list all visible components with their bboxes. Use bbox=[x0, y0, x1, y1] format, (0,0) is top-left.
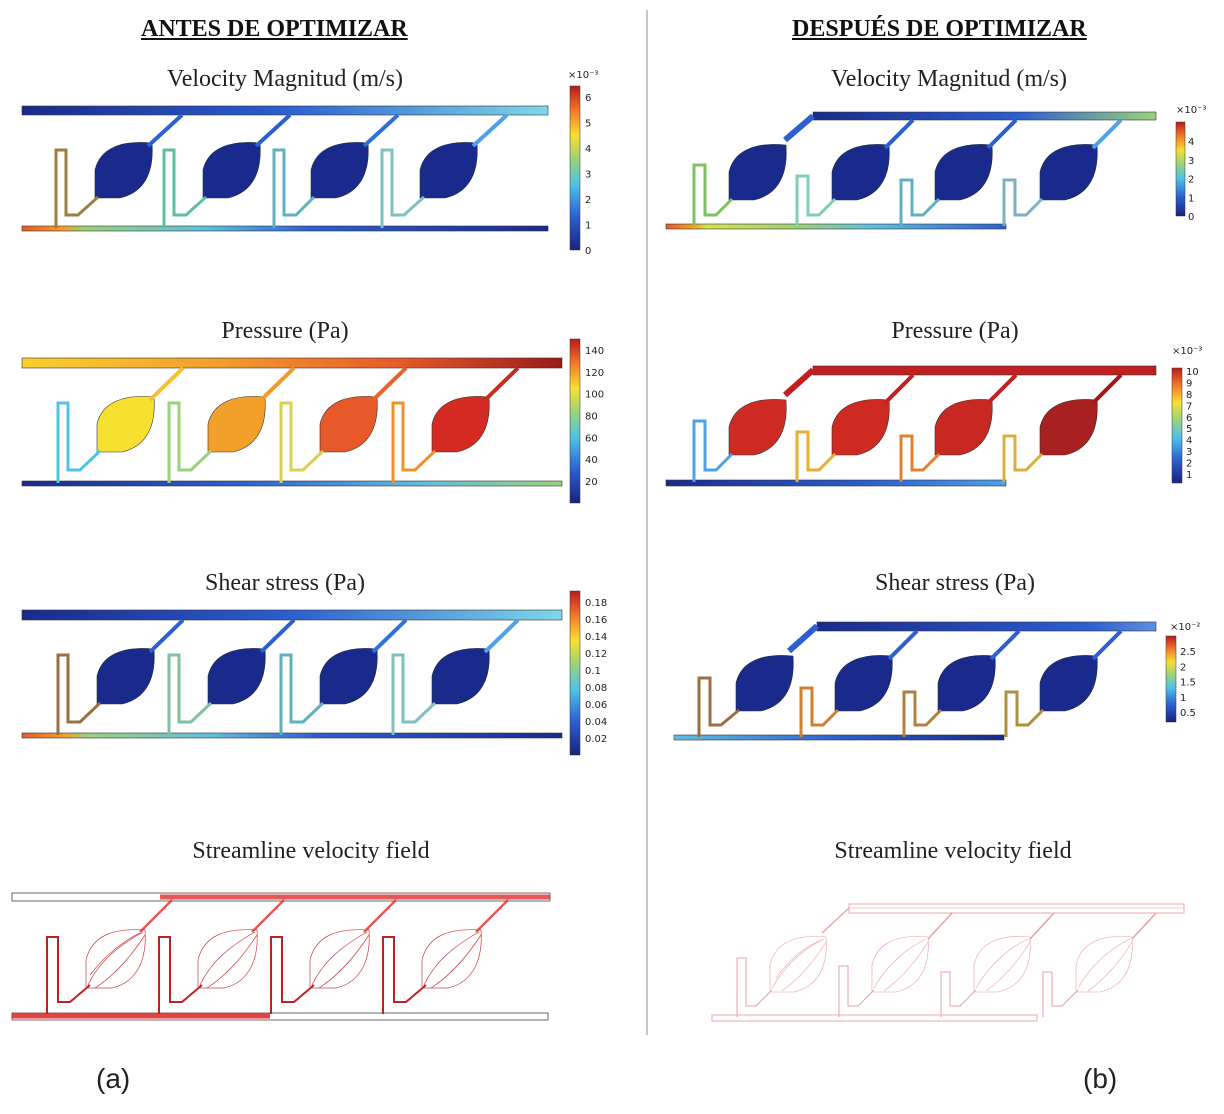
right-shear-tick: 2.5 bbox=[1180, 647, 1196, 658]
right-pressure-tick: 2 bbox=[1186, 459, 1192, 470]
left-velocity-tick: 4 bbox=[585, 144, 591, 155]
right-shear-tick: 0.5 bbox=[1180, 708, 1196, 719]
right-pressure-tick: 7 bbox=[1186, 401, 1192, 412]
right-velocity-map bbox=[665, 111, 1157, 230]
right-shear-tick: 2 bbox=[1180, 662, 1186, 673]
left-pressure-tick: 140 bbox=[585, 346, 604, 357]
header-before: ANTES DE OPTIMIZAR bbox=[141, 16, 408, 42]
right-velocity-tick: 1 bbox=[1188, 193, 1194, 204]
right-shear-map bbox=[673, 621, 1157, 741]
left-pressure-colorbar: 140 120 100 80 60 40 20 bbox=[569, 338, 604, 504]
left-pressure-tick: 40 bbox=[585, 455, 598, 466]
right-pressure-tick: 9 bbox=[1186, 378, 1192, 389]
left-shear-tick: 0.08 bbox=[585, 683, 607, 694]
panel-label-b: (b) bbox=[1083, 1063, 1118, 1094]
right-pressure-tick: 4 bbox=[1186, 436, 1192, 447]
left-shear-title: Shear stress (Pa) bbox=[205, 570, 365, 596]
right-pressure-tick: 10 bbox=[1186, 367, 1199, 378]
left-shear-tick: 0.02 bbox=[585, 734, 607, 745]
right-pressure-tick: 8 bbox=[1186, 390, 1192, 401]
left-velocity-map bbox=[21, 105, 549, 232]
right-pressure-tick: 1 bbox=[1186, 470, 1192, 481]
left-velocity-title: Velocity Magnitud (m/s) bbox=[167, 66, 403, 92]
right-pressure-map bbox=[665, 365, 1157, 487]
left-shear-tick: 0.16 bbox=[585, 615, 607, 626]
left-pressure-tick: 80 bbox=[585, 412, 598, 423]
left-shear-tick: 0.1 bbox=[585, 666, 601, 677]
right-streamline-title: Streamline velocity field bbox=[834, 838, 1072, 864]
left-pressure-tick: 60 bbox=[585, 433, 598, 444]
right-velocity-tick: 0 bbox=[1188, 212, 1194, 223]
left-velocity-exponent: ×10⁻³ bbox=[568, 70, 598, 81]
right-velocity-tick: 2 bbox=[1188, 175, 1194, 186]
right-pressure-exponent: ×10⁻³ bbox=[1172, 346, 1202, 357]
left-shear-tick: 0.18 bbox=[585, 598, 607, 609]
left-shear-tick: 0.06 bbox=[585, 700, 607, 711]
right-velocity-colorbar: ×10⁻³ 4 3 2 1 0 bbox=[1175, 105, 1206, 223]
right-shear-title: Shear stress (Pa) bbox=[875, 570, 1035, 596]
left-shear-colorbar: 0.18 0.16 0.14 0.12 0.1 0.08 0.06 0.04 0.02 bbox=[569, 590, 607, 756]
left-velocity-tick: 1 bbox=[585, 221, 591, 232]
left-velocity-colorbar: ×10⁻³ 6 5 4 3 2 1 0 bbox=[568, 70, 598, 257]
left-shear-tick: 0.04 bbox=[585, 717, 607, 728]
panel-label-a: (a) bbox=[96, 1063, 131, 1094]
right-shear-exponent: ×10⁻² bbox=[1170, 622, 1200, 633]
right-shear-tick: 1 bbox=[1180, 693, 1186, 704]
left-streamline-map bbox=[11, 892, 551, 1021]
right-pressure-tick: 3 bbox=[1186, 447, 1192, 458]
right-streamline-map bbox=[711, 903, 1185, 1022]
left-pressure-title: Pressure (Pa) bbox=[221, 318, 349, 344]
left-velocity-tick: 6 bbox=[585, 93, 591, 104]
left-velocity-tick: 0 bbox=[585, 246, 591, 257]
left-shear-tick: 0.12 bbox=[585, 649, 607, 660]
right-shear-colorbar: ×10⁻² 2.5 2 1.5 1 0.5 bbox=[1165, 622, 1200, 723]
left-pressure-map bbox=[21, 357, 563, 487]
left-velocity-tick: 5 bbox=[585, 119, 591, 130]
panel-divider bbox=[646, 10, 648, 1035]
left-streamline-title: Streamline velocity field bbox=[192, 838, 430, 864]
left-shear-tick: 0.14 bbox=[585, 632, 607, 643]
right-shear-tick: 1.5 bbox=[1180, 678, 1196, 689]
right-pressure-title: Pressure (Pa) bbox=[891, 318, 1019, 344]
left-shear-map bbox=[21, 609, 563, 739]
left-pressure-tick: 120 bbox=[585, 368, 604, 379]
left-velocity-tick: 3 bbox=[585, 170, 591, 181]
left-pressure-tick: 20 bbox=[585, 477, 598, 488]
right-velocity-title: Velocity Magnitud (m/s) bbox=[831, 66, 1067, 92]
left-pressure-tick: 100 bbox=[585, 390, 604, 401]
header-after: DESPUÉS DE OPTIMIZAR bbox=[792, 16, 1087, 42]
right-velocity-tick: 3 bbox=[1188, 156, 1194, 167]
right-pressure-tick: 6 bbox=[1186, 413, 1192, 424]
left-velocity-tick: 2 bbox=[585, 195, 591, 206]
right-pressure-tick: 5 bbox=[1186, 424, 1192, 435]
right-velocity-exponent: ×10⁻³ bbox=[1176, 105, 1206, 116]
right-velocity-tick: 4 bbox=[1188, 137, 1194, 148]
